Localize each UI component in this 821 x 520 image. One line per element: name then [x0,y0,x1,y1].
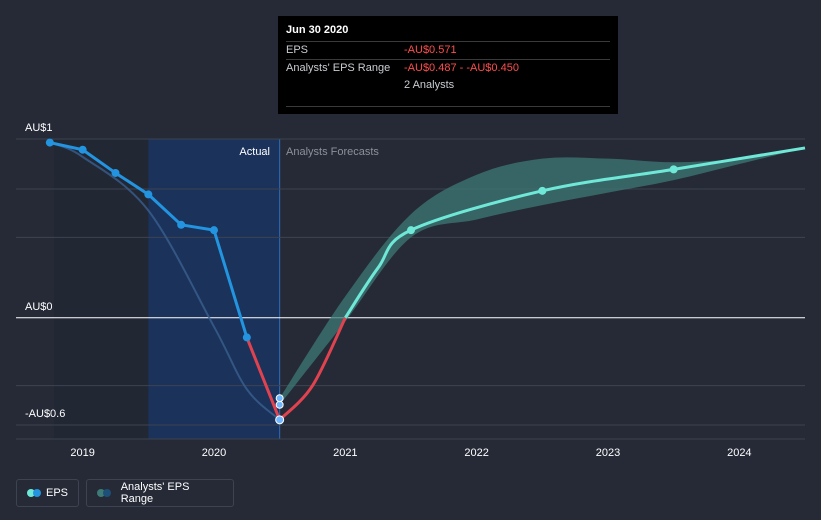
x-tick-label: 2023 [596,447,620,459]
tooltip-eps-value: -AU$0.571 [404,44,457,56]
tooltip-range-row: Analysts' EPS Range -AU$0.487 - -AU$0.45… [286,59,610,77]
eps-point [111,168,120,177]
tooltip-eps-label: EPS [286,44,309,56]
tooltip-range-label: Analysts' EPS Range [286,62,391,74]
tooltip-range-value: -AU$0.487 - -AU$0.450 [404,62,519,74]
y-tick-label: AU$1 [25,122,53,134]
legend-eps-button[interactable]: EPS [16,479,79,507]
forecast-point [538,186,547,195]
eps-point [45,138,54,147]
tooltip-divider [286,106,610,107]
x-tick-label: 2019 [70,447,94,459]
eps-points [45,138,678,425]
actual-shade [148,139,280,439]
range-point [275,400,284,409]
tooltip: Jun 30 2020 EPS -AU$0.571 Analysts' EPS … [278,16,618,114]
x-axis-labels: 2019 2020 2021 2022 2023 2024 [70,447,751,459]
forecast-point [669,165,678,174]
x-tick-label: 2021 [333,447,357,459]
eps-point [177,220,186,229]
y-axis-labels: AU$1 AU$0 -AU$0.6 [25,122,65,420]
eps-forecast-negative-line [278,317,347,421]
actual-label: Actual [239,146,270,158]
eps-actual-negative-line [245,336,282,421]
range-legend-icon [97,489,113,497]
legend-range-button[interactable]: Analysts' EPS Range [86,479,234,507]
forecast-point [407,226,415,235]
legend-range-label: Analysts' EPS Range [120,481,190,505]
x-tick-label: 2022 [464,447,488,459]
tooltip-analysts: 2 Analysts [404,79,455,91]
grid-lines [16,138,805,440]
actual-period-shade [54,139,281,439]
range-point [275,394,284,403]
eps-legend-icon [27,489,41,497]
eps-point [210,226,218,235]
analyst-range-band [279,147,806,405]
forecasts-label: Analysts Forecasts [286,146,379,158]
tooltip-analysts-row: 2 Analysts [286,77,610,94]
y-tick-label: -AU$0.6 [25,408,65,420]
eps-point [275,415,285,425]
eps-point [144,190,153,199]
y-tick-label: AU$0 [25,301,53,313]
x-tick-label: 2020 [202,447,226,459]
historical-trend-line [49,141,281,421]
range-band [279,147,806,405]
historical-trend [49,141,281,421]
eps-forecast-line [344,146,806,319]
eps-point [242,333,251,342]
x-tick-label: 2024 [727,447,751,459]
tooltip-eps-row: EPS -AU$0.571 [286,41,610,59]
eps-point [78,145,87,154]
legend-eps-label: EPS [45,487,68,499]
tooltip-date: Jun 30 2020 [286,24,349,36]
